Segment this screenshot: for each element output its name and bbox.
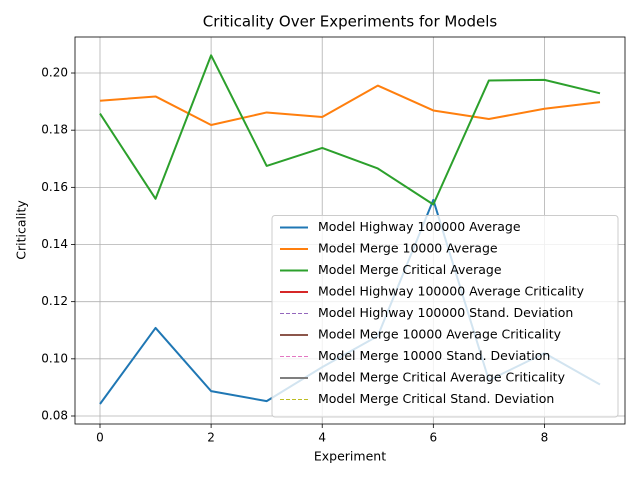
- legend-label: Model Merge Critical Average: [318, 262, 502, 277]
- y-tick-label: 0.08: [41, 408, 68, 422]
- plot-frame: [74, 36, 626, 425]
- x-tick-label: 8: [541, 431, 549, 445]
- legend-label: Model Highway 100000 Average: [318, 219, 521, 234]
- x-tick-label: 4: [318, 431, 326, 445]
- legend-label: Model Merge 10000 Average Criticality: [318, 327, 562, 342]
- y-tick-label: 0.10: [41, 351, 68, 365]
- legend-label: Model Highway 100000 Stand. Deviation: [318, 305, 573, 320]
- y-tick-label: 0.14: [41, 237, 68, 251]
- chart-title: Criticality Over Experiments for Models: [203, 13, 498, 31]
- series-line: [99, 84, 601, 127]
- legend-label: Model Merge 10000 Stand. Deviation: [318, 348, 550, 363]
- legend-label: Model Merge 10000 Average: [318, 241, 498, 256]
- y-tick-label: 0.18: [41, 123, 68, 137]
- y-tick-label: 0.12: [41, 294, 68, 308]
- series-line: [99, 54, 601, 206]
- y-axis-label: Criticality: [14, 200, 29, 260]
- legend-label: Model Highway 100000 Average Criticality: [318, 284, 585, 299]
- x-tick-label: 2: [207, 431, 215, 445]
- x-tick-label: 0: [96, 431, 104, 445]
- y-tick-label: 0.16: [41, 180, 68, 194]
- legend-label: Model Merge Critical Stand. Deviation: [318, 391, 554, 406]
- x-axis-label: Experiment: [314, 449, 386, 464]
- legend: Model Highway 100000 Average Model Merge …: [271, 215, 619, 418]
- x-tick-label: 6: [430, 431, 438, 445]
- legend-label: Model Merge Critical Average Criticality: [318, 370, 566, 385]
- legend-box: [271, 215, 619, 418]
- y-tick-label: 0.20: [41, 66, 68, 80]
